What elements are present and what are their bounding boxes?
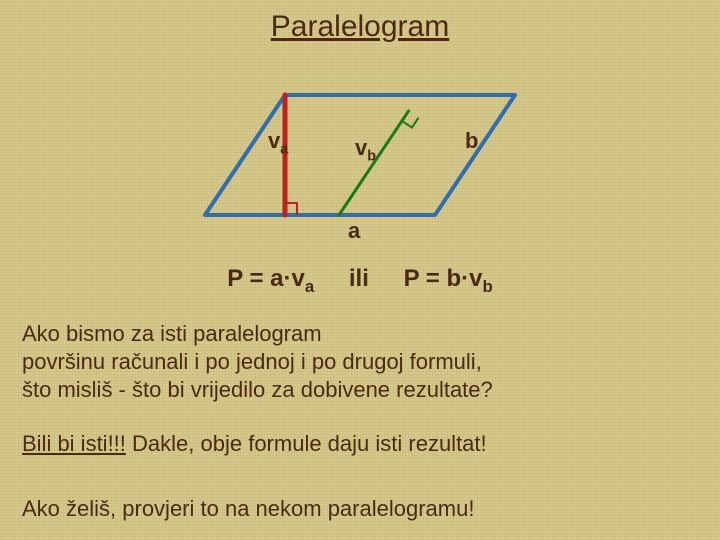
slide-content: Paralelogram vavbab P = a·va ili P = b·v… xyxy=(0,0,720,540)
page-title: Paralelogram xyxy=(0,10,720,44)
answer-paragraph: Bili bi isti!!! Dakle, obje formule daju… xyxy=(22,430,487,458)
svg-text:a: a xyxy=(348,218,361,240)
formula-separator: ili xyxy=(349,265,369,292)
svg-text:vb: vb xyxy=(355,135,376,165)
formula-a: P = a·va xyxy=(227,265,314,292)
question-paragraph: Ako bismo za isti paralelogrampovršinu r… xyxy=(22,320,493,404)
answer-rest: Dakle, obje formule daju isti rezultat! xyxy=(126,431,487,456)
parallelogram-diagram: vavbab xyxy=(170,70,550,240)
closing-paragraph: Ako želiš, provjeri to na nekom paralelo… xyxy=(22,495,474,523)
formula-b: P = b·vb xyxy=(404,265,493,292)
answer-emphasis: Bili bi isti!!! xyxy=(22,431,126,456)
area-formulas: P = a·va ili P = b·vb xyxy=(0,265,720,297)
svg-text:b: b xyxy=(465,128,478,153)
